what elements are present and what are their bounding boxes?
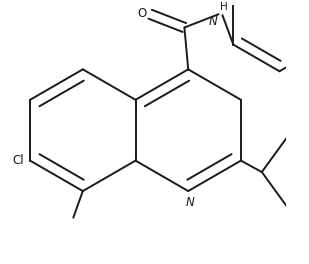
Text: N: N [186,196,194,209]
Text: N: N [209,15,218,28]
Text: Cl: Cl [13,154,24,167]
Text: H: H [220,2,227,12]
Text: O: O [137,7,146,20]
